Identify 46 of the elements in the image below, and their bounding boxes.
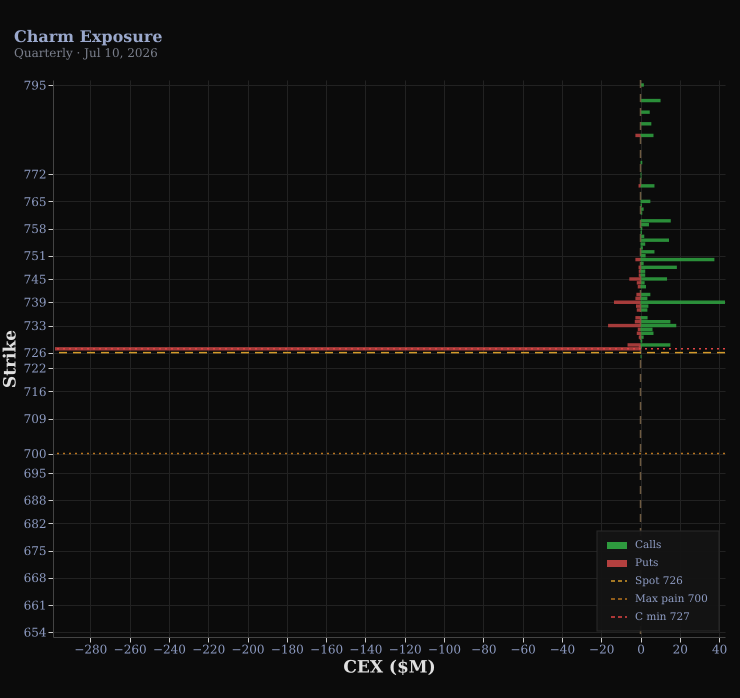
y-tick-label: 682 [24,516,46,531]
y-tick-label: 695 [24,466,46,480]
y-tick-label: 700 [24,447,46,462]
x-tick-label: −160 [310,642,344,656]
x-tick-label: −100 [428,642,461,656]
y-tick-label: 661 [24,598,46,612]
y-tick-label: 654 [24,626,47,640]
y-tick-label: 709 [24,412,46,426]
x-tick-label: −20 [589,642,614,656]
y-axis-title: Strike [0,330,21,388]
x-tick-label: 40 [712,642,728,656]
x-tick-label: −60 [510,642,536,656]
y-tick-label: 726 [24,346,46,360]
x-tick-label: −260 [114,642,147,656]
y-tick-label: 765 [24,194,46,209]
y-tick-label: 675 [24,544,46,558]
y-tick-label: 751 [24,249,46,264]
x-tick-label: 20 [672,642,688,656]
chart-title: Charm Exposure [14,27,163,46]
y-tick-label: 739 [24,296,46,310]
y-tick-label: 745 [24,272,46,286]
y-tick-label: 668 [24,571,46,586]
x-tick-label: −200 [232,642,265,656]
y-tick-label: 722 [24,362,46,376]
legend-label: Max pain 700 [635,593,708,605]
y-tick-label: 772 [24,168,46,182]
legend-label: C min 727 [635,611,690,623]
legend-label: Calls [635,539,662,551]
x-tick-label: −240 [152,642,186,656]
y-tick-label: 733 [24,319,46,334]
x-tick-label: 0 [637,642,645,656]
x-tick-label: −80 [471,642,496,656]
y-tick-label: 795 [24,78,46,92]
chart-subtitle: Quarterly · Jul 10, 2026 [14,46,158,60]
y-tick-label: 688 [24,494,46,508]
x-tick-label: −180 [270,642,304,656]
x-tick-label: −280 [74,642,108,656]
x-axis-title: CEX ($M) [343,658,436,678]
x-tick-label: −220 [192,642,226,656]
x-tick-label: −140 [349,642,382,656]
y-tick-label: 758 [24,222,46,236]
x-tick-label: −120 [388,642,422,656]
x-tick-label: −40 [550,642,576,656]
legend-label: Spot 726 [635,575,684,587]
y-tick-label: 716 [24,384,46,399]
legend-label: Puts [635,557,658,569]
